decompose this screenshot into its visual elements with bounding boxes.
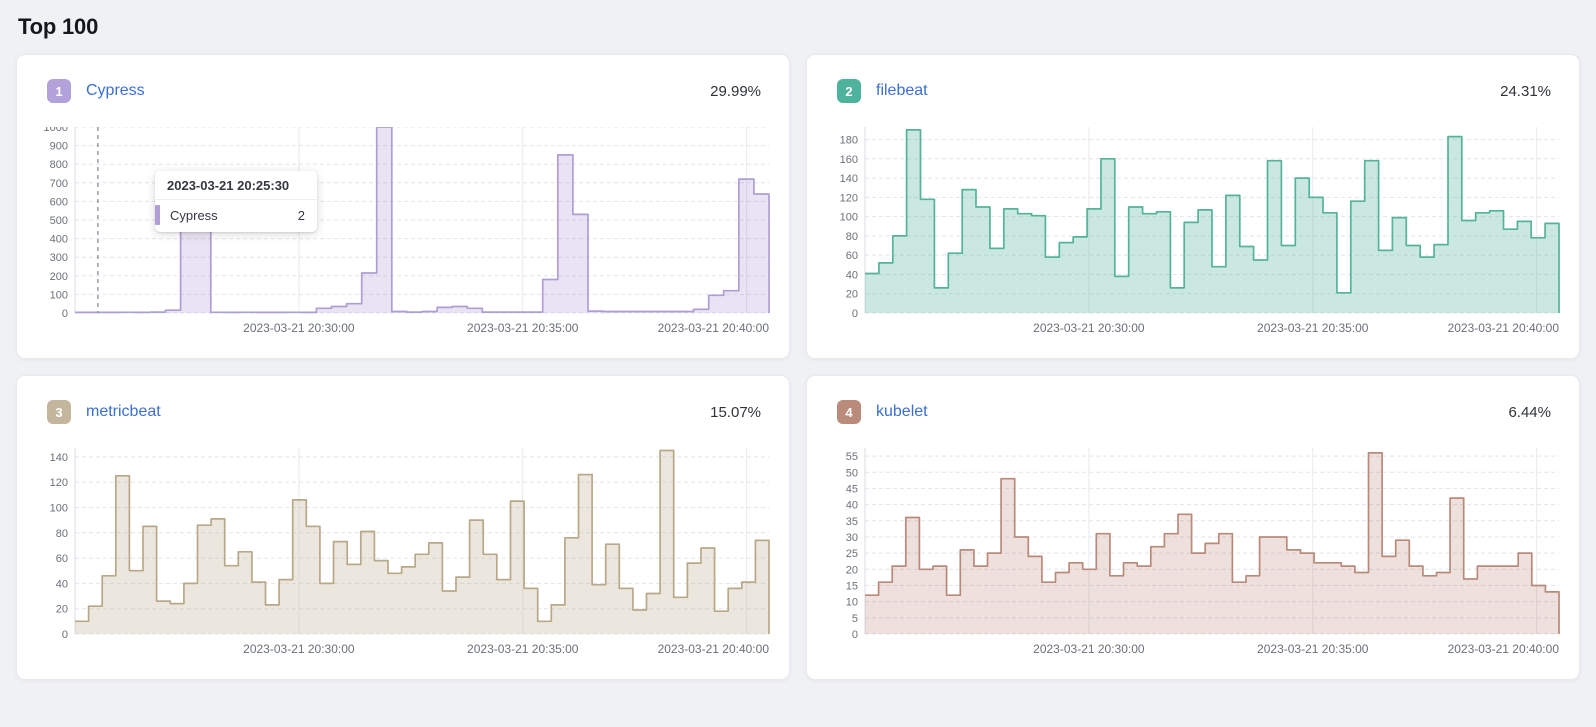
page-title: Top 100: [18, 14, 99, 39]
y-axis-tick-label: 60: [846, 250, 858, 262]
card-filebeat: 2 filebeat 24.31% 0 20 40 60 80 100 120 140 160 1…: [806, 54, 1580, 359]
y-axis-tick-label: 40: [846, 500, 858, 512]
x-axis-tick-label: 2023-03-21 20:30:00: [243, 321, 355, 335]
rank-badge: 1: [47, 79, 71, 103]
y-axis-tick-label: 180: [840, 135, 858, 147]
x-axis-tick-label: 2023-03-21 20:35:00: [1257, 321, 1369, 335]
y-axis-tick-label: 100: [840, 212, 858, 224]
y-axis-tick-label: 300: [50, 252, 68, 264]
x-axis-tick-label: 2023-03-21 20:35:00: [467, 642, 579, 656]
x-axis-tick-label: 2023-03-21 20:30:00: [243, 642, 355, 656]
y-axis-tick-label: 80: [56, 528, 68, 540]
cards-grid: 1 Cypress 29.99% 0 100 200 300 400 500 600 700 8…: [0, 54, 1596, 680]
y-axis-tick-label: 100: [50, 502, 68, 514]
area-chart-kubelet[interactable]: 0 5 10 15 20 25 30 35 40 45 50 55 2023-03-21 20:30:0…: [819, 448, 1567, 662]
x-axis-tick-label: 2023-03-21 20:30:00: [1033, 642, 1145, 656]
series-link-cypress[interactable]: Cypress: [86, 82, 145, 99]
y-axis-tick-label: 0: [852, 629, 858, 641]
card-header: 4 kubelet 6.44%: [807, 376, 1579, 424]
y-axis-tick-label: 200: [50, 271, 68, 283]
card-header: 1 Cypress 29.99%: [17, 55, 789, 103]
series-link-kubelet[interactable]: kubelet: [876, 403, 928, 420]
chart-svg: 0 100 200 300 400 500 600 700 800 900 1000 2023-03-…: [44, 122, 770, 335]
y-axis-tick-label: 140: [50, 452, 68, 464]
percent-value: 29.99%: [710, 82, 761, 100]
x-axis-tick-label: 2023-03-21 20:40:00: [1448, 642, 1560, 656]
card-header: 2 filebeat 24.31%: [807, 55, 1579, 103]
y-axis-tick-label: 600: [50, 196, 68, 208]
card-cypress: 1 Cypress 29.99% 0 100 200 300 400 500 600 700 8…: [16, 54, 790, 359]
y-axis-tick-label: 5: [852, 613, 858, 625]
chart-line: [75, 449, 770, 634]
y-axis-tick-label: 35: [846, 516, 858, 528]
y-axis-tick-label: 60: [56, 553, 68, 565]
x-axis-tick-label: 2023-03-21 20:35:00: [467, 321, 579, 335]
area-chart-filebeat[interactable]: 0 20 40 60 80 100 120 140 160 180 2023-03-21 20:30…: [819, 127, 1567, 341]
tooltip-timestamp: 2023-03-21 20:25:30: [155, 171, 317, 200]
y-axis-tick-label: 120: [50, 477, 68, 489]
chart-line: [865, 452, 1560, 634]
y-axis-tick-label: 160: [840, 154, 858, 166]
x-axis-tick-label: 2023-03-21 20:35:00: [1257, 642, 1369, 656]
y-axis-tick-label: 0: [62, 308, 68, 320]
y-axis-tick-label: 55: [846, 451, 858, 463]
y-axis-tick-label: 40: [56, 578, 68, 590]
y-axis-tick-label: 20: [846, 564, 858, 576]
chart-svg: 0 20 40 60 80 100 120 140 160 180 2023-03-21 20:30…: [840, 127, 1560, 335]
y-axis-tick-label: 800: [50, 159, 68, 171]
percent-value: 24.31%: [1500, 82, 1551, 100]
tooltip-series-swatch: [155, 205, 160, 225]
rank-badge: 4: [837, 400, 861, 424]
y-axis-tick-label: 1000: [44, 127, 68, 134]
y-axis-tick-label: 50: [846, 467, 858, 479]
area-chart-metricbeat[interactable]: 0 20 40 60 80 100 120 140 2023-03-21 20:30:00 202…: [29, 448, 777, 662]
y-axis-tick-label: 30: [846, 532, 858, 544]
chart-tooltip: 2023-03-21 20:25:30 Cypress 2: [155, 171, 317, 232]
rank-badge: 3: [47, 400, 71, 424]
x-axis-tick-label: 2023-03-21 20:40:00: [1448, 321, 1560, 335]
y-axis-tick-label: 20: [56, 604, 68, 616]
y-axis-tick-label: 20: [846, 289, 858, 301]
percent-value: 6.44%: [1508, 403, 1551, 421]
y-axis-tick-label: 15: [846, 580, 858, 592]
y-axis-tick-label: 900: [50, 141, 68, 153]
y-axis-tick-label: 80: [846, 231, 858, 243]
x-axis-tick-label: 2023-03-21 20:30:00: [1033, 321, 1145, 335]
card-header: 3 metricbeat 15.07%: [17, 376, 789, 424]
rank-badge: 2: [837, 79, 861, 103]
y-axis-tick-label: 10: [846, 597, 858, 609]
x-axis-tick-label: 2023-03-21 20:40:00: [658, 642, 770, 656]
y-axis-tick-label: 25: [846, 548, 858, 560]
percent-value: 15.07%: [710, 403, 761, 421]
tooltip-series-value: 2: [297, 207, 305, 223]
y-axis-tick-label: 100: [50, 289, 68, 301]
y-axis-tick-label: 140: [840, 173, 858, 185]
x-axis-tick-label: 2023-03-21 20:40:00: [658, 321, 770, 335]
y-axis-tick-label: 40: [846, 269, 858, 281]
chart-line: [865, 129, 1560, 313]
y-axis-tick-label: 500: [50, 215, 68, 227]
y-axis-tick-label: 45: [846, 483, 858, 495]
card-metricbeat: 3 metricbeat 15.07% 0 20 40 60 80 100 120 140 20…: [16, 375, 790, 680]
tooltip-series-name: Cypress: [170, 207, 218, 223]
chart-area: [75, 450, 769, 634]
series-link-metricbeat[interactable]: metricbeat: [86, 403, 161, 420]
series-link-filebeat[interactable]: filebeat: [876, 82, 928, 99]
card-kubelet: 4 kubelet 6.44% 0 5 10 15 20 25 30 35 40 45 50 55 20…: [806, 375, 1580, 680]
chart-svg: 0 5 10 15 20 25 30 35 40 45 50 55 2023-03-21 20:30:0…: [846, 448, 1560, 656]
chart-svg: 0 20 40 60 80 100 120 140 2023-03-21 20:30:00 202…: [50, 448, 770, 656]
y-axis-tick-label: 0: [852, 308, 858, 320]
area-chart-cypress[interactable]: 0 100 200 300 400 500 600 700 800 900 1000 2023-03-…: [29, 122, 777, 341]
y-axis-tick-label: 0: [62, 629, 68, 641]
y-axis-tick-label: 700: [50, 178, 68, 190]
y-axis-tick-label: 400: [50, 234, 68, 246]
y-axis-tick-label: 120: [840, 192, 858, 204]
tooltip-series-row: Cypress 2: [155, 200, 317, 232]
